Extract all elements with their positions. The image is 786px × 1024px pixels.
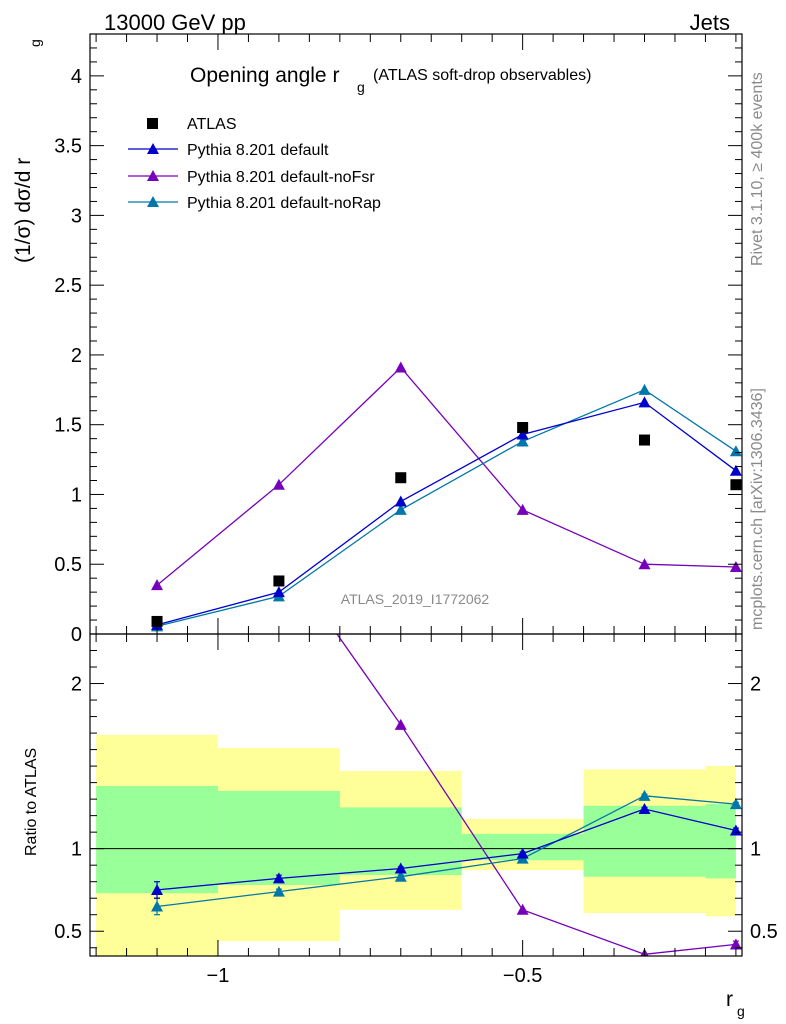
data-point-5 xyxy=(730,479,742,491)
main-point-series-2-2 xyxy=(394,503,407,515)
ratio-line-series-2 xyxy=(156,795,736,908)
ratio-point-series-1-5 xyxy=(729,938,742,950)
legend-marker-nofsr xyxy=(147,170,159,181)
main-point-series-1-0 xyxy=(151,579,164,591)
main-line-series-0 xyxy=(156,401,737,626)
main-series-layer xyxy=(151,361,742,632)
legend-marker-default xyxy=(147,143,159,154)
band-inner-1 xyxy=(217,790,340,885)
ratio-panel: 0.5 0.5 1 1 2 2 −1 −0.5 xyxy=(54,364,778,987)
main-line-series-2 xyxy=(156,389,737,627)
band-inner-4 xyxy=(583,805,706,877)
ratio-point-series-1-3 xyxy=(516,903,529,915)
main-line-series-1 xyxy=(156,366,736,586)
ratio-ytick-label-left-0: 0.5 xyxy=(54,921,82,943)
legend-marker-atlas xyxy=(147,118,158,129)
analysis-watermark: ATLAS_2019_I1772062 xyxy=(341,591,490,607)
ratio-point-series-0-3 xyxy=(516,847,529,859)
main-point-series-0-4 xyxy=(638,396,651,408)
ratio-line-series-0 xyxy=(156,808,737,891)
x-tick-label-0: −1 xyxy=(207,965,230,987)
main-point-series-2-5 xyxy=(729,445,742,457)
ratio-ytick-label-left-2: 2 xyxy=(71,674,82,696)
x-axis-title: r xyxy=(726,988,733,1011)
data-point-1 xyxy=(273,575,285,587)
main-point-series-1-3 xyxy=(516,503,529,515)
legend-label-default: Pythia 8.201 default xyxy=(187,142,329,159)
y-axis-title-sub: g xyxy=(27,39,43,47)
main-x-ticks xyxy=(95,34,737,634)
main-point-series-1-4 xyxy=(638,558,651,570)
legend: ATLAS Pythia 8.201 default Pythia 8.201 … xyxy=(128,116,381,212)
legend-label-nofsr: Pythia 8.201 default-noFsr xyxy=(187,169,375,186)
main-point-series-2-3 xyxy=(516,435,529,447)
ratio-point-series-0-1 xyxy=(272,872,285,884)
process-label: 13000 GeV pp xyxy=(104,10,246,35)
x-tick-label-1: −0.5 xyxy=(503,965,542,987)
ratio-series-layer xyxy=(151,364,742,956)
main-point-series-1-2 xyxy=(394,361,407,373)
x-axis-title-sub: g xyxy=(737,1003,745,1019)
ratio-point-series-2-1 xyxy=(272,885,285,897)
main-y-ticks: 0 0.5 1 1.5 2 2.5 3 3.5 4 xyxy=(54,47,742,646)
main-ytick-label-7: 3.5 xyxy=(54,136,82,158)
main-point-series-0-3 xyxy=(516,428,529,440)
data-point-2 xyxy=(395,472,407,484)
ratio-ytick-label-left-1: 1 xyxy=(71,839,82,861)
main-ytick-label-8: 4 xyxy=(71,66,82,88)
ratio-ytick-label-right-0: 0.5 xyxy=(750,921,778,943)
title-extra: (ATLAS soft-drop observables) xyxy=(373,67,591,84)
main-panel: 0 0.5 1 1.5 2 2.5 3 3.5 4 xyxy=(54,33,743,646)
ratio-ytick-label-right-1: 1 xyxy=(750,839,761,861)
legend-label-norap: Pythia 8.201 default-noRap xyxy=(187,195,381,212)
main-point-series-0-5 xyxy=(729,464,742,476)
main-ytick-label-3: 1.5 xyxy=(54,415,82,437)
main-ytick-label-5: 2.5 xyxy=(54,275,82,297)
ratio-point-series-1-0 xyxy=(151,364,163,375)
band-inner-5 xyxy=(705,804,736,879)
data-point-0 xyxy=(151,615,163,627)
ratio-point-series-2-5 xyxy=(729,798,742,810)
ratio-point-series-0-2 xyxy=(394,862,407,874)
main-ytick-label-1: 0.5 xyxy=(54,554,82,576)
ratio-y-ticks: 0.5 0.5 1 1 2 2 xyxy=(54,650,778,949)
ratio-point-series-1-2 xyxy=(394,718,407,730)
main-ytick-label-2: 1 xyxy=(71,484,82,506)
ratio-ytick-label-right-2: 2 xyxy=(750,674,761,696)
ratio-line-series-1 xyxy=(336,634,736,955)
main-ytick-label-6: 3 xyxy=(71,205,82,227)
ratio-point-series-2-2 xyxy=(394,870,407,882)
ratio-point-series-0-4 xyxy=(638,803,651,815)
rivet-label: Rivet 3.1.10, ≥ 400k events xyxy=(749,72,766,266)
main-point-series-0-2 xyxy=(394,495,407,507)
main-ytick-label-4: 2 xyxy=(71,345,82,367)
band-inner-0 xyxy=(96,785,218,894)
ratio-point-series-0-5 xyxy=(729,824,742,836)
main-point-series-2-4 xyxy=(638,383,651,395)
ratio-point-series-2-4 xyxy=(638,789,651,801)
ratio-bands-layer xyxy=(90,734,742,956)
main-point-series-0-1 xyxy=(272,586,285,598)
legend-marker-norap xyxy=(147,196,159,207)
main-ytick-label-0: 0 xyxy=(71,624,82,646)
ratio-frame xyxy=(89,633,743,957)
category-label: Jets xyxy=(690,10,730,35)
legend-label-atlas: ATLAS xyxy=(187,116,237,133)
y-axis-title: (1/σ) dσ/d r xyxy=(12,158,35,263)
ratio-point-series-2-0 xyxy=(151,900,164,912)
main-point-series-1-5 xyxy=(729,561,742,573)
main-point-series-1-1 xyxy=(272,478,285,490)
ratio-x-ticks: −1 −0.5 xyxy=(95,634,737,987)
ratio-point-series-1-1 xyxy=(273,545,285,556)
title-main: Opening angle r xyxy=(190,64,339,87)
mcplots-label: mcplots.cern.ch [arXiv:1306.3436] xyxy=(749,388,766,630)
chart-title: Opening angle r g (ATLAS soft-drop obser… xyxy=(190,64,591,95)
data-point-3 xyxy=(517,421,529,433)
data-point-4 xyxy=(639,434,651,446)
ratio-point-series-0-0 xyxy=(151,883,164,895)
title-sub: g xyxy=(357,79,365,95)
ratio-y-axis-title: Ratio to ATLAS xyxy=(23,748,40,856)
